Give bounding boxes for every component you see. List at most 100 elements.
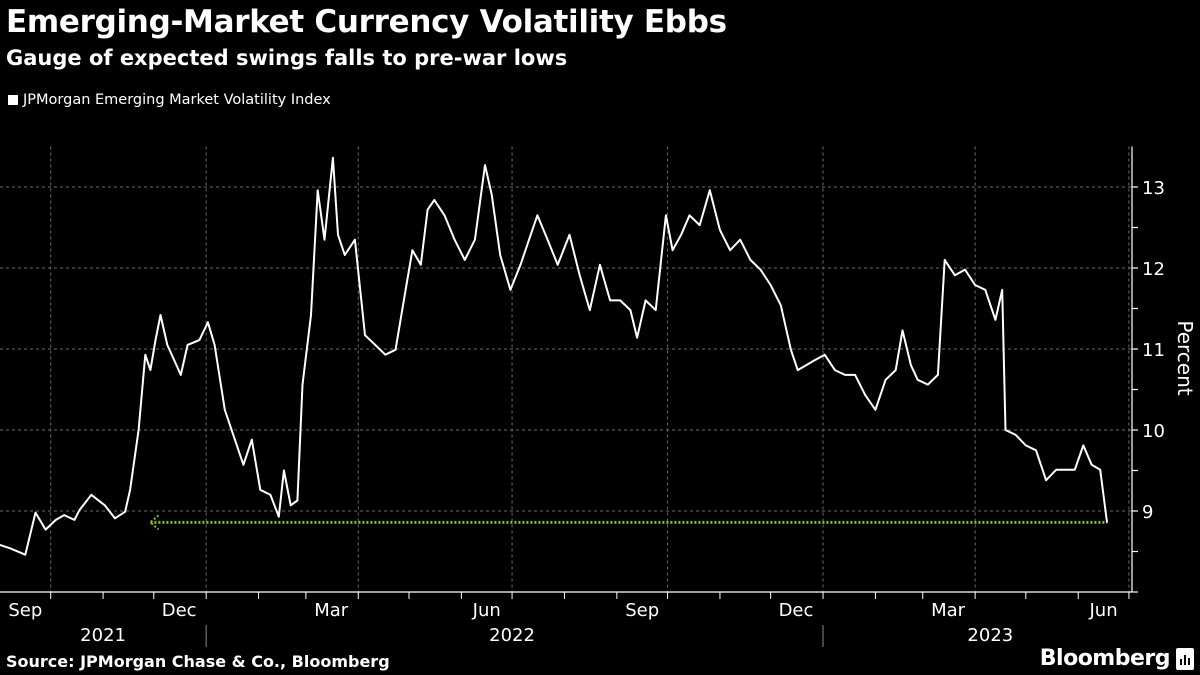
x-tick-label: Jun — [472, 600, 501, 621]
data-point — [901, 329, 904, 332]
data-point — [519, 263, 522, 266]
data-point — [556, 263, 559, 266]
data-point — [823, 353, 826, 356]
data-point — [589, 309, 591, 311]
data-point — [1055, 468, 1058, 471]
data-point — [1082, 444, 1085, 447]
x-tick-label: Sep — [8, 600, 42, 621]
data-point — [1106, 521, 1108, 524]
data-point — [984, 289, 987, 291]
data-point — [44, 528, 47, 531]
data-point — [854, 374, 856, 376]
data-point — [411, 249, 414, 251]
data-point — [749, 259, 752, 261]
data-point — [739, 238, 742, 241]
data-point — [186, 344, 189, 346]
data-point — [599, 263, 601, 266]
data-point — [114, 517, 116, 520]
y-tick-label: 10 — [1142, 421, 1165, 442]
data-point — [769, 284, 772, 286]
data-point — [137, 429, 140, 431]
data-point — [499, 254, 502, 256]
data-point — [665, 214, 667, 217]
data-point — [404, 289, 407, 291]
data-point — [529, 233, 532, 236]
x-tick-label: Jun — [1089, 600, 1118, 621]
data-point — [154, 339, 157, 341]
x-tick-label: Mar — [314, 600, 349, 621]
data-point — [34, 511, 37, 514]
data-point — [149, 369, 152, 371]
data-point — [688, 214, 691, 217]
data-point — [103, 504, 106, 507]
data-point — [54, 519, 57, 521]
data-point — [323, 238, 326, 241]
data-point — [779, 304, 782, 307]
data-point — [709, 189, 711, 192]
data-point — [864, 394, 867, 396]
y-tick-label: 12 — [1142, 259, 1165, 280]
data-point — [1045, 479, 1047, 482]
y-tick-label: 9 — [1142, 502, 1153, 523]
bar-chart-icon — [1176, 647, 1194, 670]
data-point — [223, 408, 226, 411]
data-point — [374, 344, 376, 346]
data-point — [159, 314, 162, 316]
data-point — [0, 544, 1, 546]
data-point — [834, 369, 836, 371]
data-point — [484, 164, 486, 166]
data-point — [927, 383, 929, 386]
data-point — [296, 499, 299, 502]
data-point — [654, 309, 657, 311]
data-point — [698, 224, 701, 226]
y-axis-label: Percent — [1173, 320, 1197, 395]
data-point — [629, 309, 632, 311]
data-point — [546, 238, 549, 241]
data-point — [453, 238, 456, 241]
data-point — [301, 383, 304, 386]
data-point — [568, 233, 571, 236]
data-point — [509, 289, 512, 291]
data-point — [9, 547, 11, 550]
data-point — [278, 515, 280, 518]
chart-title: Emerging-Market Currency Volatility Ebbs — [6, 4, 727, 40]
data-point — [1014, 434, 1017, 436]
data-point — [894, 369, 897, 371]
data-point — [310, 314, 312, 316]
data-point — [1025, 444, 1027, 447]
brand-name: Bloomberg — [1039, 646, 1171, 671]
data-point — [463, 259, 466, 261]
data-point — [420, 263, 422, 266]
data-point — [289, 504, 292, 507]
data-point — [1004, 429, 1007, 431]
data-point — [805, 364, 807, 367]
data-point — [332, 157, 334, 159]
data-point — [874, 408, 877, 411]
data-point — [180, 374, 182, 376]
chart-subtitle: Gauge of expected swings falls to pre-wa… — [6, 46, 568, 70]
data-point — [954, 274, 956, 277]
data-point — [490, 194, 493, 196]
data-point — [124, 511, 126, 513]
data-point — [234, 438, 236, 441]
data-point — [644, 299, 647, 302]
data-point — [1001, 289, 1003, 291]
x-tick-label: Dec — [162, 600, 197, 621]
reference-line-group — [148, 514, 1107, 531]
data-point — [671, 249, 674, 251]
y-tick-label: 13 — [1142, 178, 1165, 199]
data-point — [433, 199, 436, 201]
data-point — [242, 464, 245, 466]
data-point — [729, 249, 731, 251]
data-point — [790, 349, 792, 351]
y-tick-label: 11 — [1142, 340, 1165, 361]
legend-label: JPMorgan Emerging Market Volatility Inde… — [23, 92, 331, 108]
data-point — [937, 374, 939, 376]
data-point — [1099, 468, 1101, 471]
data-point — [910, 364, 912, 367]
data-point — [24, 553, 27, 556]
year-label: 2021 — [80, 625, 126, 646]
data-point — [394, 349, 397, 351]
data-point — [443, 214, 446, 217]
